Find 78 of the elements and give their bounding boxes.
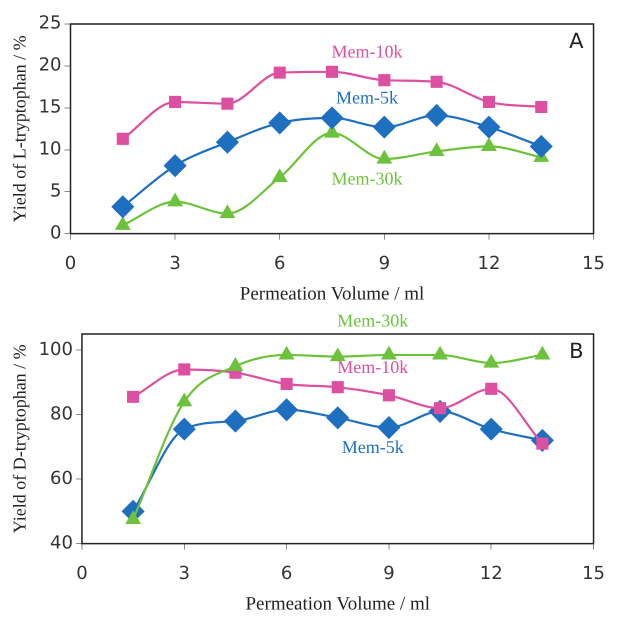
point — [116, 132, 129, 145]
point — [224, 410, 247, 432]
y-tick-label: 25 — [38, 12, 62, 34]
x-tick-label: 6 — [274, 253, 286, 274]
point — [168, 194, 182, 206]
point — [272, 169, 287, 182]
point — [480, 418, 502, 440]
point — [280, 378, 293, 390]
point — [485, 382, 498, 395]
point — [116, 217, 130, 230]
y-tick-label: 100 — [38, 338, 73, 360]
point — [484, 354, 498, 368]
y-tick-label: 0 — [50, 222, 62, 244]
point — [426, 104, 448, 126]
y-tick-label: 15 — [38, 96, 62, 118]
point — [382, 389, 395, 402]
point — [164, 154, 186, 177]
y-tick-label: 60 — [50, 468, 73, 489]
annotation: A — [569, 28, 584, 53]
point — [530, 135, 552, 158]
y-tick-label: 5 — [50, 180, 62, 202]
y-axis-title: Yield of D-tryptophan / % — [10, 344, 30, 534]
point — [169, 96, 182, 108]
point — [220, 205, 235, 218]
series-label: Mem-10k — [337, 356, 408, 377]
point — [430, 76, 443, 88]
point — [279, 346, 294, 360]
x-tick-label: 0 — [76, 563, 88, 584]
point — [216, 131, 239, 154]
x-tick-label: 9 — [378, 253, 390, 274]
series-label: Mem-30k — [337, 310, 408, 331]
point — [432, 346, 448, 360]
x-tick-label: 15 — [582, 253, 605, 274]
point — [320, 106, 344, 129]
point — [173, 418, 196, 440]
y-axis-title: Yield of L-tryptophan / % — [10, 35, 30, 222]
point — [378, 416, 400, 439]
annotation: B — [569, 338, 584, 363]
point — [382, 346, 396, 360]
point — [178, 363, 190, 376]
series-label: Mem-30k — [332, 168, 403, 189]
point — [535, 346, 550, 360]
series-label: Mem-10k — [332, 42, 403, 62]
point — [378, 74, 390, 86]
point — [377, 150, 392, 164]
point — [373, 116, 396, 138]
x-tick-label: 3 — [178, 563, 190, 584]
point — [127, 390, 140, 403]
series-label: Mem-5k — [336, 88, 398, 108]
point — [228, 358, 243, 371]
point — [429, 143, 444, 156]
point — [112, 196, 134, 218]
point — [326, 406, 349, 429]
x-tick-label: 9 — [383, 563, 395, 584]
x-tick-label: 6 — [280, 563, 292, 584]
point — [274, 66, 286, 79]
x-tick-label: 12 — [480, 563, 503, 584]
point — [535, 100, 548, 114]
y-tick-label: 20 — [38, 54, 62, 76]
x-tick-label: 15 — [582, 563, 605, 584]
point — [221, 98, 234, 110]
point — [478, 116, 500, 138]
y-tick-label: 80 — [50, 403, 73, 424]
point — [268, 112, 291, 134]
point — [482, 138, 496, 152]
y-tick-label: 40 — [50, 532, 73, 554]
point — [326, 66, 338, 78]
x-axis-title: Permeation Volume / ml — [245, 594, 430, 615]
series-label: Mem-5k — [342, 437, 404, 458]
x-tick-label: 3 — [169, 253, 181, 274]
point — [482, 96, 495, 108]
point — [177, 394, 192, 406]
point — [275, 398, 298, 421]
point — [330, 348, 345, 362]
x-axis-title: Permeation Volume / ml — [240, 284, 424, 305]
x-tick-label: 12 — [477, 253, 500, 274]
point — [332, 381, 344, 394]
y-tick-label: 10 — [38, 138, 62, 160]
